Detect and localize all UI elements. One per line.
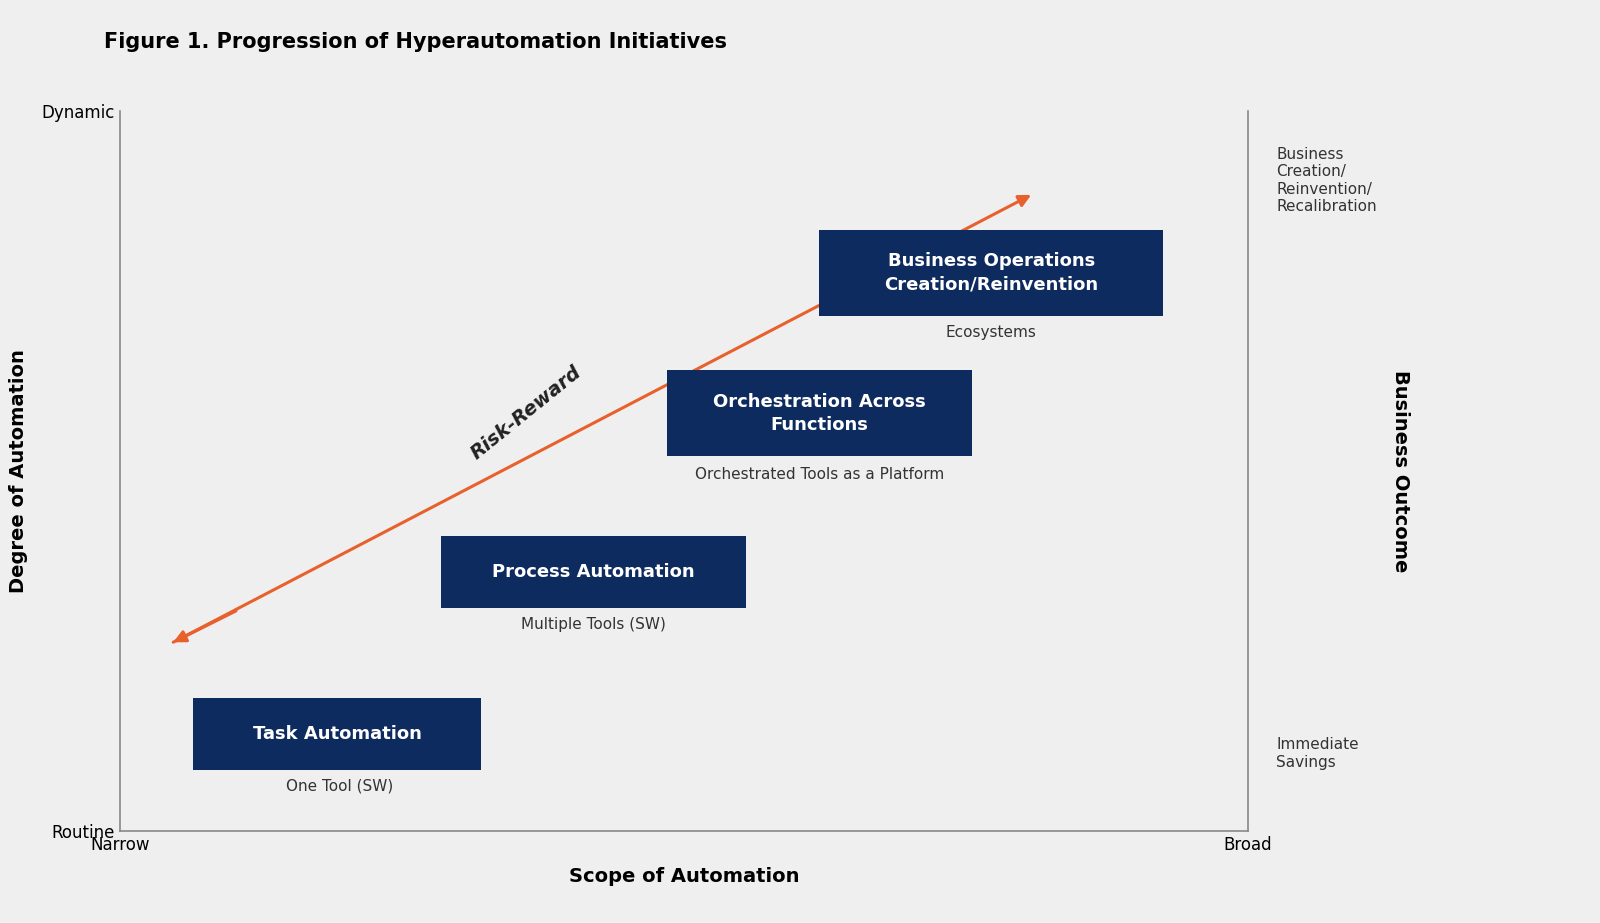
Text: Process Automation: Process Automation xyxy=(493,562,694,581)
Text: Orchestration Across
Functions: Orchestration Across Functions xyxy=(714,392,926,434)
Text: Task Automation: Task Automation xyxy=(253,725,421,742)
X-axis label: Scope of Automation: Scope of Automation xyxy=(568,868,800,886)
FancyBboxPatch shape xyxy=(442,535,746,607)
FancyBboxPatch shape xyxy=(667,370,971,456)
Text: Business Operations
Creation/Reinvention: Business Operations Creation/Reinvention xyxy=(885,252,1099,294)
Text: One Tool (SW): One Tool (SW) xyxy=(286,779,394,794)
Text: Orchestrated Tools as a Platform: Orchestrated Tools as a Platform xyxy=(694,467,944,482)
Text: Ecosystems: Ecosystems xyxy=(946,325,1037,341)
Text: Business
Creation/
Reinvention/
Recalibration: Business Creation/ Reinvention/ Recalibr… xyxy=(1277,147,1378,214)
FancyBboxPatch shape xyxy=(194,698,482,770)
Text: Figure 1. Progression of Hyperautomation Initiatives: Figure 1. Progression of Hyperautomation… xyxy=(104,32,726,53)
Text: Risk-Reward: Risk-Reward xyxy=(467,363,586,463)
Text: Business Outcome: Business Outcome xyxy=(1390,369,1410,572)
FancyBboxPatch shape xyxy=(819,230,1163,316)
Text: Immediate
Savings: Immediate Savings xyxy=(1277,737,1358,770)
Text: Multiple Tools (SW): Multiple Tools (SW) xyxy=(522,617,666,632)
Y-axis label: Degree of Automation: Degree of Automation xyxy=(10,349,27,593)
